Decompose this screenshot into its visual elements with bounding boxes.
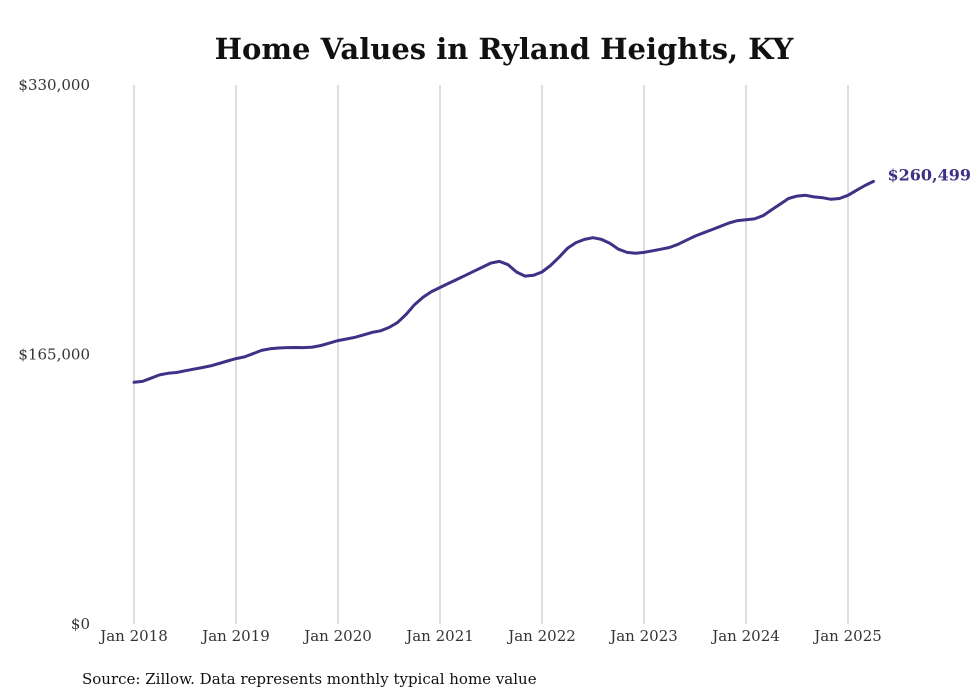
x-tick-label: Jan 2025 [812, 627, 882, 645]
x-tick-label: Jan 2021 [404, 627, 474, 645]
x-tick-label: Jan 2023 [608, 627, 678, 645]
source-note: Source: Zillow. Data represents monthly … [82, 670, 537, 688]
y-axis-ticks: $0 $165,000 $330,000 [18, 76, 90, 633]
x-tick-label: Jan 2018 [98, 627, 168, 645]
end-value-label: $260,499 [888, 165, 972, 184]
x-tick-label: Jan 2024 [710, 627, 780, 645]
y-tick-label: $330,000 [18, 76, 90, 94]
series-line [132, 179, 875, 384]
x-axis-ticks: Jan 2018 Jan 2019 Jan 2020 Jan 2021 Jan 2022… [98, 627, 882, 645]
x-tick-label: Jan 2020 [302, 627, 372, 645]
grid-lines [133, 85, 849, 624]
y-tick-label: $165,000 [18, 346, 90, 364]
chart-title: Home Values in Ryland Heights, KY [215, 32, 794, 66]
series-layer [132, 179, 875, 384]
y-tick-label: $0 [71, 615, 90, 633]
x-tick-label: Jan 2022 [506, 627, 576, 645]
x-tick-label: Jan 2019 [200, 627, 270, 645]
